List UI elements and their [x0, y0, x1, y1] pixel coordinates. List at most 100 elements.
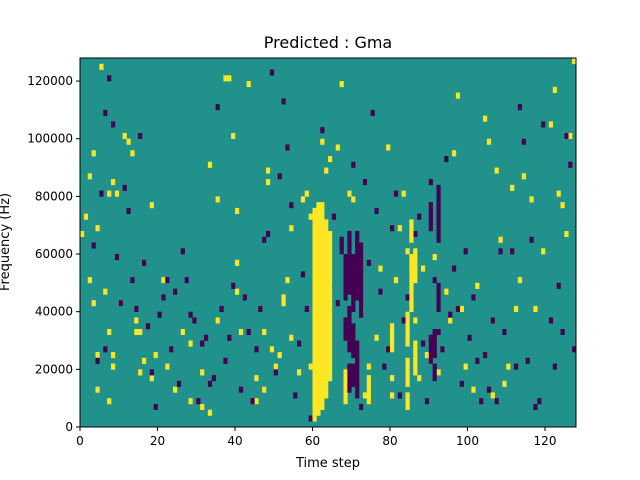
heatmap-cell-high — [463, 363, 468, 370]
heatmap-cell-low — [413, 230, 418, 238]
y-tick-label: 0 — [65, 420, 73, 434]
heatmap-band-low — [347, 363, 352, 393]
heatmap-cell-high — [405, 248, 410, 255]
heatmap-cell-high — [173, 386, 178, 393]
heatmap-cell-high — [87, 277, 92, 284]
heatmap-band-high — [343, 369, 348, 405]
heatmap-cell-high — [324, 167, 329, 174]
heatmap-cell-high — [390, 375, 395, 382]
heatmap-cell-high — [91, 300, 96, 307]
heatmap-cell-low — [475, 357, 480, 364]
heatmap-cell-high — [436, 369, 441, 376]
heatmap-cell-high — [510, 184, 515, 191]
heatmap-band-low — [343, 317, 348, 341]
heatmap-cell-low — [351, 161, 356, 168]
heatmap-cell-low — [421, 340, 426, 347]
heatmap-cell-high — [533, 305, 538, 312]
heatmap-cell-low — [490, 317, 495, 324]
heatmap-cell-high — [134, 317, 139, 324]
heatmap-cell-low — [548, 317, 554, 324]
heatmap-cell-high — [475, 282, 480, 289]
heatmap-cell-high — [556, 190, 561, 197]
heatmap-cell-high — [266, 167, 271, 174]
y-tick-label: 40000 — [35, 305, 73, 319]
heatmap-cell-low — [304, 305, 309, 312]
heatmap-cell-high — [541, 248, 546, 255]
heatmap-cell-high — [153, 352, 158, 359]
heatmap-cell-high — [149, 202, 154, 209]
heatmap-cell-low — [188, 311, 193, 318]
y-tick-label: 100000 — [27, 132, 73, 146]
heatmap-cell-high — [297, 369, 302, 376]
heatmap-cell-high — [386, 144, 391, 151]
heatmap-cell-high — [138, 369, 143, 376]
heatmap-cell-low — [374, 207, 379, 214]
heatmap-cell-high — [114, 190, 120, 197]
heatmap-band-low — [436, 282, 441, 312]
heatmap-cell-high — [506, 363, 511, 370]
heatmap-band-high — [413, 340, 418, 376]
x-axis-ticks: 0 20 40 60 80 100 120 — [76, 427, 556, 448]
heatmap-cell-high — [486, 138, 492, 145]
heatmap-cell-high — [459, 305, 464, 312]
heatmap-cell-low — [459, 380, 464, 387]
heatmap-cell-high — [246, 81, 251, 88]
heatmap-cell-low — [180, 248, 185, 255]
heatmap-cell-high — [126, 138, 131, 145]
heatmap-cell-low — [165, 277, 170, 284]
heatmap-cell-high — [289, 334, 294, 341]
heatmap-cell-high — [215, 196, 220, 203]
heatmap-cell-low — [138, 132, 143, 140]
heatmap-cell-low — [440, 346, 445, 353]
heatmap-cell-high — [572, 58, 577, 65]
heatmap-cell-high — [138, 328, 143, 336]
x-axis-label: Time step — [295, 456, 360, 471]
heatmap-cell-high — [564, 230, 569, 238]
heatmap-cell-high — [471, 386, 476, 393]
heatmap-cell-low — [366, 259, 371, 266]
heatmap-cell-high — [188, 398, 193, 405]
heatmap-cell-low — [145, 323, 151, 330]
heatmap-cell-high — [83, 213, 89, 220]
heatmap-cell-high — [231, 132, 236, 140]
x-tick-label: 100 — [456, 434, 479, 448]
heatmap-band-high — [413, 248, 418, 284]
heatmap-band-low — [436, 184, 441, 243]
heatmap-cell-low — [254, 346, 259, 353]
heatmap-cell-low — [246, 328, 251, 336]
heatmap-cell-high — [207, 409, 213, 416]
heatmap-cell-low — [269, 69, 275, 76]
y-tick-label: 120000 — [27, 74, 73, 88]
heatmap-band-low — [432, 328, 437, 359]
heatmap-cell-high — [393, 277, 399, 284]
heatmap-band-high — [409, 219, 414, 243]
heatmap-cell-low — [393, 190, 399, 197]
heatmap-cell-low — [436, 328, 441, 336]
heatmap-cell-low — [134, 305, 139, 312]
heatmap-cell-high — [180, 328, 185, 336]
heatmap-cell-low — [537, 398, 542, 405]
heatmap-cell-high — [308, 213, 313, 220]
plot-frame — [79, 57, 577, 428]
heatmap-cell-high — [107, 398, 112, 405]
heatmap-band-high — [312, 207, 317, 422]
heatmap-band-low — [347, 230, 352, 295]
heatmap-cell-high — [87, 173, 92, 180]
heatmap-cell-low — [572, 346, 577, 353]
heatmap-cell-low — [517, 104, 523, 111]
heatmap-cell-low — [359, 403, 364, 411]
heatmap-cell-high — [424, 352, 430, 359]
y-axis-ticks: 0 20000 40000 60000 80000 100000 120000 — [27, 74, 80, 434]
heatmap-cell-low — [494, 398, 499, 405]
heatmap-cell-low — [556, 282, 561, 289]
heatmap-cell-low — [107, 75, 112, 82]
heatmap-cell-low — [502, 328, 507, 336]
heatmap-cell-low — [552, 363, 557, 370]
heatmap-band-high — [409, 254, 414, 312]
y-tick-label: 80000 — [35, 189, 73, 203]
heatmap-cell-low — [467, 334, 472, 341]
heatmap-cell-high — [200, 369, 205, 376]
heatmap-cell-low — [444, 156, 449, 163]
heatmap-cell-high — [95, 352, 100, 359]
